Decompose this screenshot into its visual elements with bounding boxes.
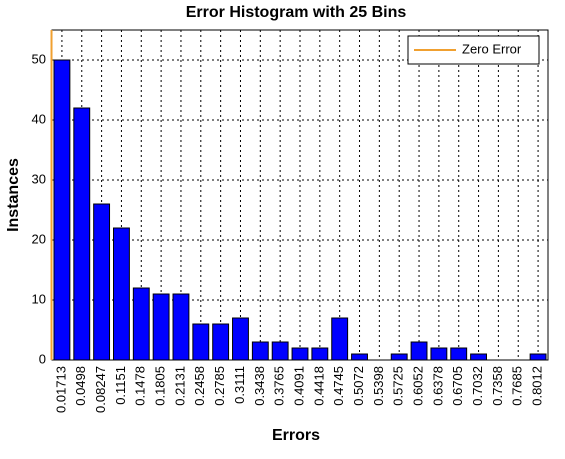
x-tick-label: 0.0498: [73, 366, 88, 406]
x-tick-label: 0.6378: [430, 366, 445, 406]
x-tick-label: 0.4745: [331, 366, 346, 406]
bar: [271, 341, 289, 361]
bar: [192, 323, 210, 361]
bar: [351, 353, 368, 361]
bar: [53, 59, 71, 361]
x-tick-label: 0.8012: [530, 366, 545, 406]
bar: [212, 323, 230, 361]
x-tick-label: 0.7685: [510, 366, 525, 406]
x-tick-label: 0.4091: [291, 366, 306, 406]
y-tick-label: 40: [32, 111, 46, 126]
bar: [172, 293, 190, 361]
y-tick-label: 0: [39, 351, 46, 366]
bar: [113, 227, 130, 361]
bar: [470, 353, 487, 361]
bar: [152, 293, 170, 361]
x-tick-label: 0.1151: [113, 366, 128, 405]
x-tick-label: 0.2131: [172, 366, 187, 406]
x-tick-label: 0.5725: [391, 366, 406, 406]
chart-title: Error Histogram with 25 Bins: [186, 4, 407, 21]
x-tick-label: 0.3111: [232, 366, 247, 404]
bar: [410, 341, 428, 361]
bar: [430, 347, 448, 361]
x-tick-label: 0.7032: [470, 366, 485, 406]
x-tick-label: 0.6052: [410, 366, 425, 406]
bar: [529, 353, 547, 361]
x-tick-label: 0.08247: [93, 366, 108, 413]
bar: [331, 317, 349, 361]
legend-label: Zero Error: [462, 41, 522, 56]
bar: [450, 347, 468, 361]
x-tick-label: 0.5398: [371, 366, 386, 406]
bar: [132, 287, 150, 361]
y-tick-label: 20: [32, 231, 46, 246]
x-tick-label: 0.01713: [53, 366, 68, 413]
x-tick-label: 0.6705: [450, 366, 465, 406]
bar: [251, 341, 269, 361]
bar: [311, 347, 329, 361]
x-axis-label: Errors: [272, 427, 320, 444]
bar: [390, 353, 408, 361]
x-tick-label: 0.7358: [490, 366, 505, 406]
bar: [93, 203, 111, 361]
x-tick-label: 0.5072: [351, 366, 366, 406]
x-tick-label: 0.2785: [212, 366, 227, 406]
x-tick-label: 0.3438: [252, 366, 267, 406]
y-tick-label: 50: [32, 51, 46, 66]
x-tick-label: 0.3765: [272, 366, 287, 406]
x-tick-label: 0.1478: [133, 366, 148, 406]
x-tick-label: 0.4418: [311, 366, 326, 406]
y-tick-label: 10: [32, 291, 46, 306]
bar: [291, 347, 309, 361]
x-tick-label: 0.2458: [192, 366, 207, 406]
y-axis-label: Instances: [5, 158, 22, 232]
y-tick-label: 30: [32, 171, 46, 186]
bar: [73, 107, 91, 361]
x-tick-label: 0.1805: [153, 366, 168, 406]
bar: [232, 317, 249, 361]
